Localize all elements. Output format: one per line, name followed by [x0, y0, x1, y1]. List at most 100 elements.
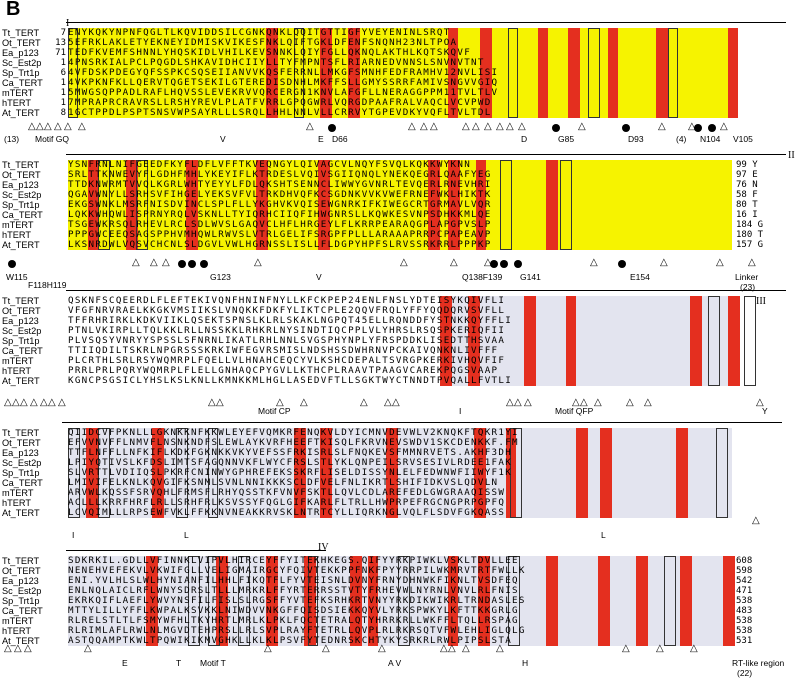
residue-annotation: (4)	[676, 134, 687, 144]
similarity-triangle-icon: △	[484, 257, 492, 268]
residue-annotation: Y	[762, 406, 768, 416]
sequence-row: RLRELSTLTLFSMYWFHLTKYHRTLMRLKLPKLFQCTETR…	[68, 615, 519, 626]
species-name: Ot_TERT	[2, 38, 41, 48]
sequence-area: SDKRKIL.GDLLVFINNKLVIPVLHIRCEYFFYITEKHKE…	[68, 555, 735, 646]
end-position: 157 G	[736, 240, 764, 250]
start-position: 1	[60, 88, 66, 98]
species-name: Ot_TERT	[2, 170, 41, 180]
conserved-column-highlight	[728, 28, 738, 118]
similarity-triangle-icon: △	[420, 121, 428, 132]
sequence-row: 4VFDSKPDEGYQFSSPKCSQSEIIANVVKQSFERRNLLMK…	[68, 67, 499, 78]
conserved-column-highlight	[546, 556, 558, 646]
similarity-triangle-icon: △	[400, 257, 408, 268]
similarity-triangle-icon: △	[30, 397, 38, 408]
species-name: Ot_TERT	[2, 438, 41, 448]
motif-roman-label: III	[756, 296, 766, 307]
sequence-row: ENLNQLAICLRFLWNYSDRSLTLLLMRKRLFFYRTERRSS…	[68, 585, 519, 596]
similarity-triangle-icon: △	[384, 397, 392, 408]
residue-annotation: Motif QFP	[555, 406, 594, 416]
residue-annotation: I	[72, 530, 75, 540]
conserved-column-highlight	[680, 556, 692, 646]
sequence-row: EFVVNVFFLNMVFLNSNKNDFSLEWLAYKVRFHEEFTKIS…	[68, 437, 519, 448]
similarity-triangle-icon: △	[660, 257, 668, 268]
conserved-column-highlight	[448, 160, 460, 250]
sequence-row: MTTYLILLYFFLKWPALKSVKKLNIWDVVNKGFFQISDSI…	[68, 605, 519, 616]
motif-roman-label: IV	[318, 542, 329, 553]
end-position: 99 Y	[736, 160, 758, 170]
start-positions: 7 13 71 1 6 1 1 1 8	[50, 28, 66, 118]
residue-annotation: Motif CP	[258, 406, 291, 416]
species-names: Tt_TERT Ot_TERT Ea_p123 Sc_Est2p Sp_Trt1p Ca_…	[2, 556, 43, 646]
similarity-triangle-icon: △	[462, 643, 470, 654]
species-name: Tt_TERT	[2, 160, 40, 170]
residue-annotation: (23)	[740, 282, 756, 292]
sequence-row: LMIVIFELKNLKQVGIFKSNMLSVNLNNIKKKSCLDFVEL…	[68, 477, 499, 488]
similar-column-box	[560, 160, 572, 250]
sequence-area: QSKNFSCQEERDLFLEFTEKIVQNFHNINFNYLLKFCKPE…	[68, 295, 756, 386]
end-positions: 608 598 542 471 538 483 538 538 531	[736, 556, 752, 646]
species-name: Ea_p123	[2, 448, 39, 458]
end-position: 58 F	[736, 190, 758, 200]
residue-annotation: (13)	[4, 134, 20, 144]
end-position: 538	[736, 596, 753, 606]
similarity-triangle-icon: △	[14, 643, 22, 654]
conserved-column-highlight	[576, 428, 588, 518]
sequence-row: ARVWLKQSSFSRVQHLFRMSFLRHYQSSTKFVNVFSKTLL…	[68, 487, 506, 498]
residue-annotation: I	[459, 406, 462, 416]
residue-annotation: D	[521, 134, 528, 144]
conserved-column-highlight	[350, 556, 362, 646]
conserved-column-highlight	[348, 28, 360, 118]
similar-column-box	[136, 160, 148, 250]
start-position: 8	[60, 108, 66, 118]
sequence-area: QIIDCVFPKNLLLGKNKKNFKKWLEYEFVQMKRFENQKVL…	[68, 428, 732, 518]
similarity-triangle-icon: △	[690, 643, 698, 654]
sequence-row: ENI.YVLHLSLWLHYNIANFILHHLFIKQTFLFYVTEISN…	[68, 575, 519, 586]
similarity-triangle-icon: △	[28, 121, 36, 132]
species-name: Sp_Trt1p	[2, 68, 40, 78]
similar-column-box	[208, 556, 220, 646]
species-name: Ea_p123	[2, 180, 39, 190]
similarity-triangle-icon: △	[590, 257, 598, 268]
sequence-row: SDKRKIL.GDLLVFINNKLVIPVLHIRCEYFFYITEKHKE…	[68, 555, 519, 566]
similarity-triangle-icon: △	[580, 397, 588, 408]
species-name: Tt_TERT	[2, 296, 40, 306]
similar-column-box	[208, 428, 218, 518]
sequence-row: QSKNFSCQEERDLFLEFTEKIVQNFHNINFNYLLKFCKPE…	[68, 295, 506, 306]
similar-column-box	[508, 556, 520, 646]
sequence-row: TTIIQDILTSKRLNPGRSSSKRKIWFEGVRSMISLNDSHS…	[68, 345, 499, 356]
similar-column-box	[398, 556, 410, 646]
similarity-triangle-icon: △	[36, 121, 44, 132]
similarity-triangle-icon: △	[300, 397, 308, 408]
residue-annotation: V	[316, 272, 322, 282]
species-name: Ea_p123	[2, 48, 39, 58]
similarity-triangle-icon: △	[450, 257, 458, 268]
sequence-row: 1GCTPPDLPSPTSNSVWPSAYRLLLSRQLLHHLNNLVLLC…	[68, 107, 492, 118]
mutation-site-dot-icon	[328, 124, 336, 132]
conserved-column-highlight	[506, 428, 516, 518]
residue-annotation: L	[184, 530, 189, 540]
similarity-triangle-icon: △	[656, 643, 664, 654]
similarity-triangle-icon: △	[276, 397, 284, 408]
similar-column-box	[664, 556, 676, 646]
start-position: 1	[60, 78, 66, 88]
species-name: At_TERT	[2, 376, 40, 386]
start-position: 1	[60, 58, 66, 68]
similarity-triangle-icon: △	[756, 397, 764, 408]
similarity-triangle-icon: △	[484, 121, 492, 132]
mutation-site-dot-icon	[500, 260, 508, 268]
species-name: Sp_Trt1p	[2, 468, 40, 478]
sequence-row: ACLLLKRRFHRFLRLLSRHFRLKSVSSYFQGLGIFKARLF…	[68, 497, 506, 508]
species-name: Ea_p123	[2, 576, 39, 586]
similar-column-box	[716, 428, 728, 518]
conserved-column-highlight	[320, 428, 332, 518]
sequence-row: PTNLVKIRPLLTQLKKLRLLNSSKKLRHKRLNYSINDTIQ…	[68, 325, 506, 336]
start-position: 7	[60, 28, 66, 38]
similar-column-box	[708, 296, 720, 386]
region-bar	[62, 422, 782, 423]
conserved-column-highlight	[474, 428, 486, 518]
conserved-column-highlight	[448, 28, 458, 118]
region-bar	[66, 22, 786, 23]
sequence-row: RLRIMLAFLRWLNLMGVDTEHPRSLLRLSVPLRAYFTETR…	[68, 625, 526, 636]
sequence-row: TTDKNWRMTVVQLKGRLWHTYEYYLFDLQKSHTSENNCLI…	[68, 179, 492, 190]
species-name: mTERT	[2, 616, 34, 626]
